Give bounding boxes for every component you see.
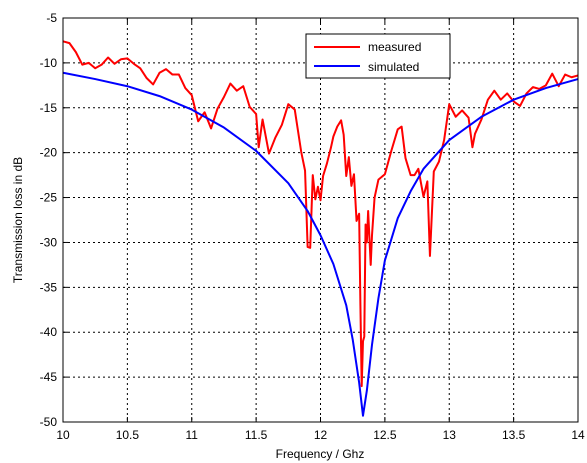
- y-tick-label: -15: [40, 101, 58, 115]
- x-tick-label: 13.5: [502, 428, 526, 442]
- y-tick-label: -25: [40, 191, 58, 205]
- y-tick-label: -20: [40, 146, 58, 160]
- y-tick-label: -30: [40, 235, 58, 249]
- legend-label-simulated: simulated: [368, 60, 419, 74]
- tick-labels: 10 10.5 11 11.5 12 12.5 13 13.5 14 -5 -10 -15 -20 -25…: [40, 11, 585, 442]
- grid: [63, 18, 578, 422]
- x-tick-label: 14: [571, 428, 585, 442]
- legend-label-measured: measured: [368, 40, 421, 54]
- x-tick-label: 10: [56, 428, 70, 442]
- legend: measured simulated: [305, 33, 451, 79]
- y-tick-label: -35: [40, 280, 58, 294]
- y-tick-label: -5: [46, 11, 57, 25]
- y-axis-title: Transmission loss in dB: [11, 157, 25, 283]
- x-tick-label: 10.5: [116, 428, 140, 442]
- series-layer: [62, 40, 579, 417]
- x-tick-label: 11: [186, 428, 199, 442]
- x-tick-label: 11.5: [245, 428, 268, 442]
- x-tick-label: 12.5: [373, 428, 397, 442]
- series-line-simulated: [62, 71, 579, 417]
- y-tick-label: -40: [40, 325, 58, 339]
- x-tick-label: 12: [314, 428, 328, 442]
- x-axis-title: Frequency / Ghz: [276, 447, 365, 461]
- legend-box: [305, 33, 451, 79]
- y-tick-label: -10: [40, 56, 58, 70]
- series-line-measured: [62, 40, 579, 388]
- x-tick-label: 13: [443, 428, 457, 442]
- y-tick-label: -45: [40, 370, 58, 384]
- y-tick-label: -50: [40, 415, 58, 429]
- ticks: [62, 17, 579, 423]
